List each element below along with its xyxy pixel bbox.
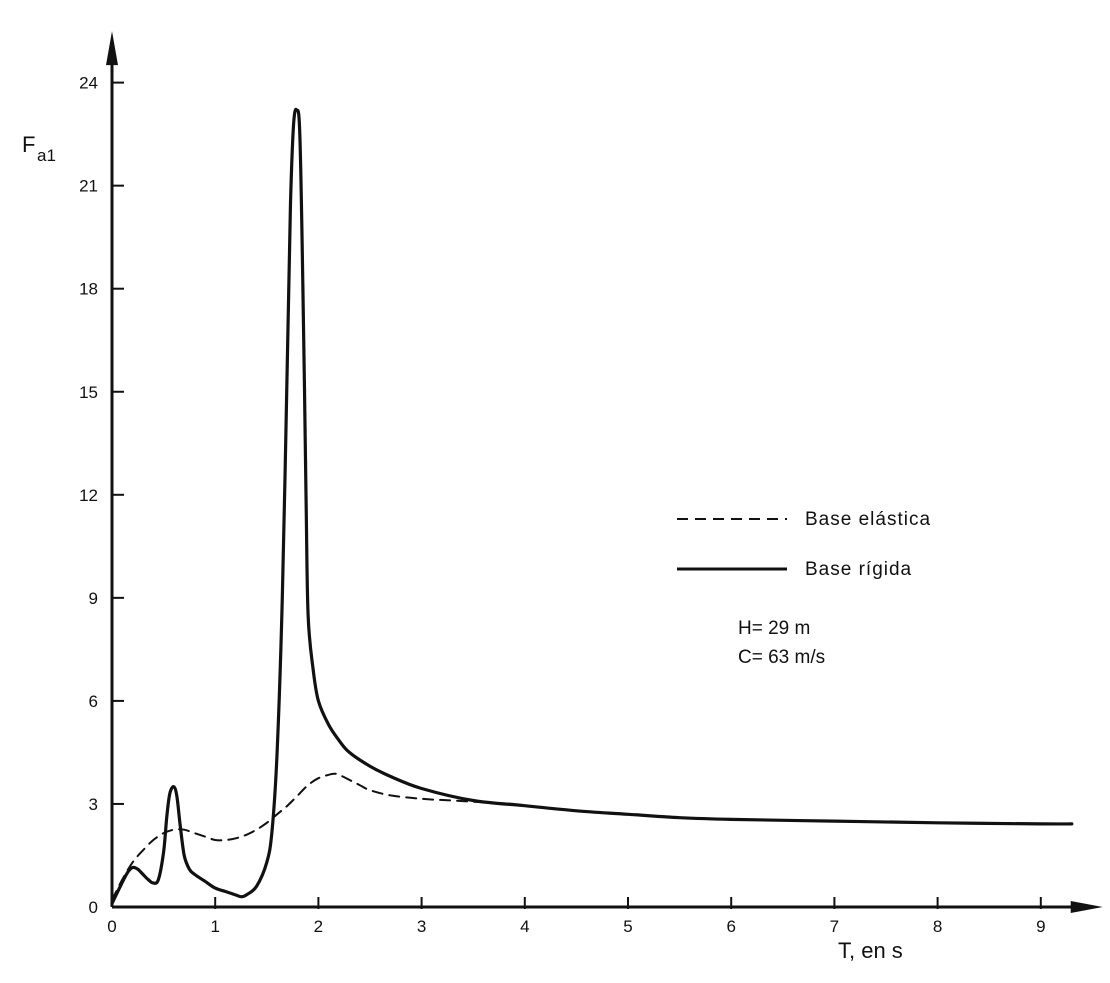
y-tick-label: 18 xyxy=(79,280,98,299)
legend-label-base-rigida: Base rígida xyxy=(805,559,912,580)
x-tick-label: 6 xyxy=(726,917,735,936)
y-tick-label: 15 xyxy=(79,383,98,402)
y-tick-label: 9 xyxy=(89,589,98,608)
axes xyxy=(106,31,1103,913)
x-tick-label: 2 xyxy=(314,917,323,936)
x-tick-label: 4 xyxy=(520,917,529,936)
y-tick-label: 6 xyxy=(89,692,98,711)
series-line-base-rigida xyxy=(112,109,1072,903)
y-tick-label: 21 xyxy=(79,177,98,196)
legend-label-base-elastica: Base elástica xyxy=(805,509,931,530)
x-axis-arrow xyxy=(1071,901,1103,913)
x-tick-label: 8 xyxy=(933,917,942,936)
x-tick-label: 3 xyxy=(417,917,426,936)
x-tick-label: 5 xyxy=(623,917,632,936)
y-tick-label: 12 xyxy=(79,486,98,505)
annotation-height: H= 29 m xyxy=(738,618,810,639)
x-tick-label: 7 xyxy=(830,917,839,936)
y-tick-label: 3 xyxy=(89,795,98,814)
series-line-base-elastica xyxy=(112,774,515,900)
x-tick-label: 9 xyxy=(1036,917,1045,936)
x-axis-label: T, en s xyxy=(838,938,903,963)
series-layer xyxy=(112,109,1072,903)
annotation-velocity: C= 63 m/s xyxy=(738,647,825,668)
y-tick-label: 24 xyxy=(79,74,98,93)
x-tick-label: 1 xyxy=(210,917,219,936)
y-axis-arrow xyxy=(106,31,118,65)
y-tick-label: 0 xyxy=(89,898,98,917)
x-tick-label: 0 xyxy=(107,917,116,936)
y-axis-label: F xyxy=(22,132,35,157)
legend: Base elástica Base rígida xyxy=(677,509,931,580)
y-axis-label-subscript: a1 xyxy=(37,146,56,165)
